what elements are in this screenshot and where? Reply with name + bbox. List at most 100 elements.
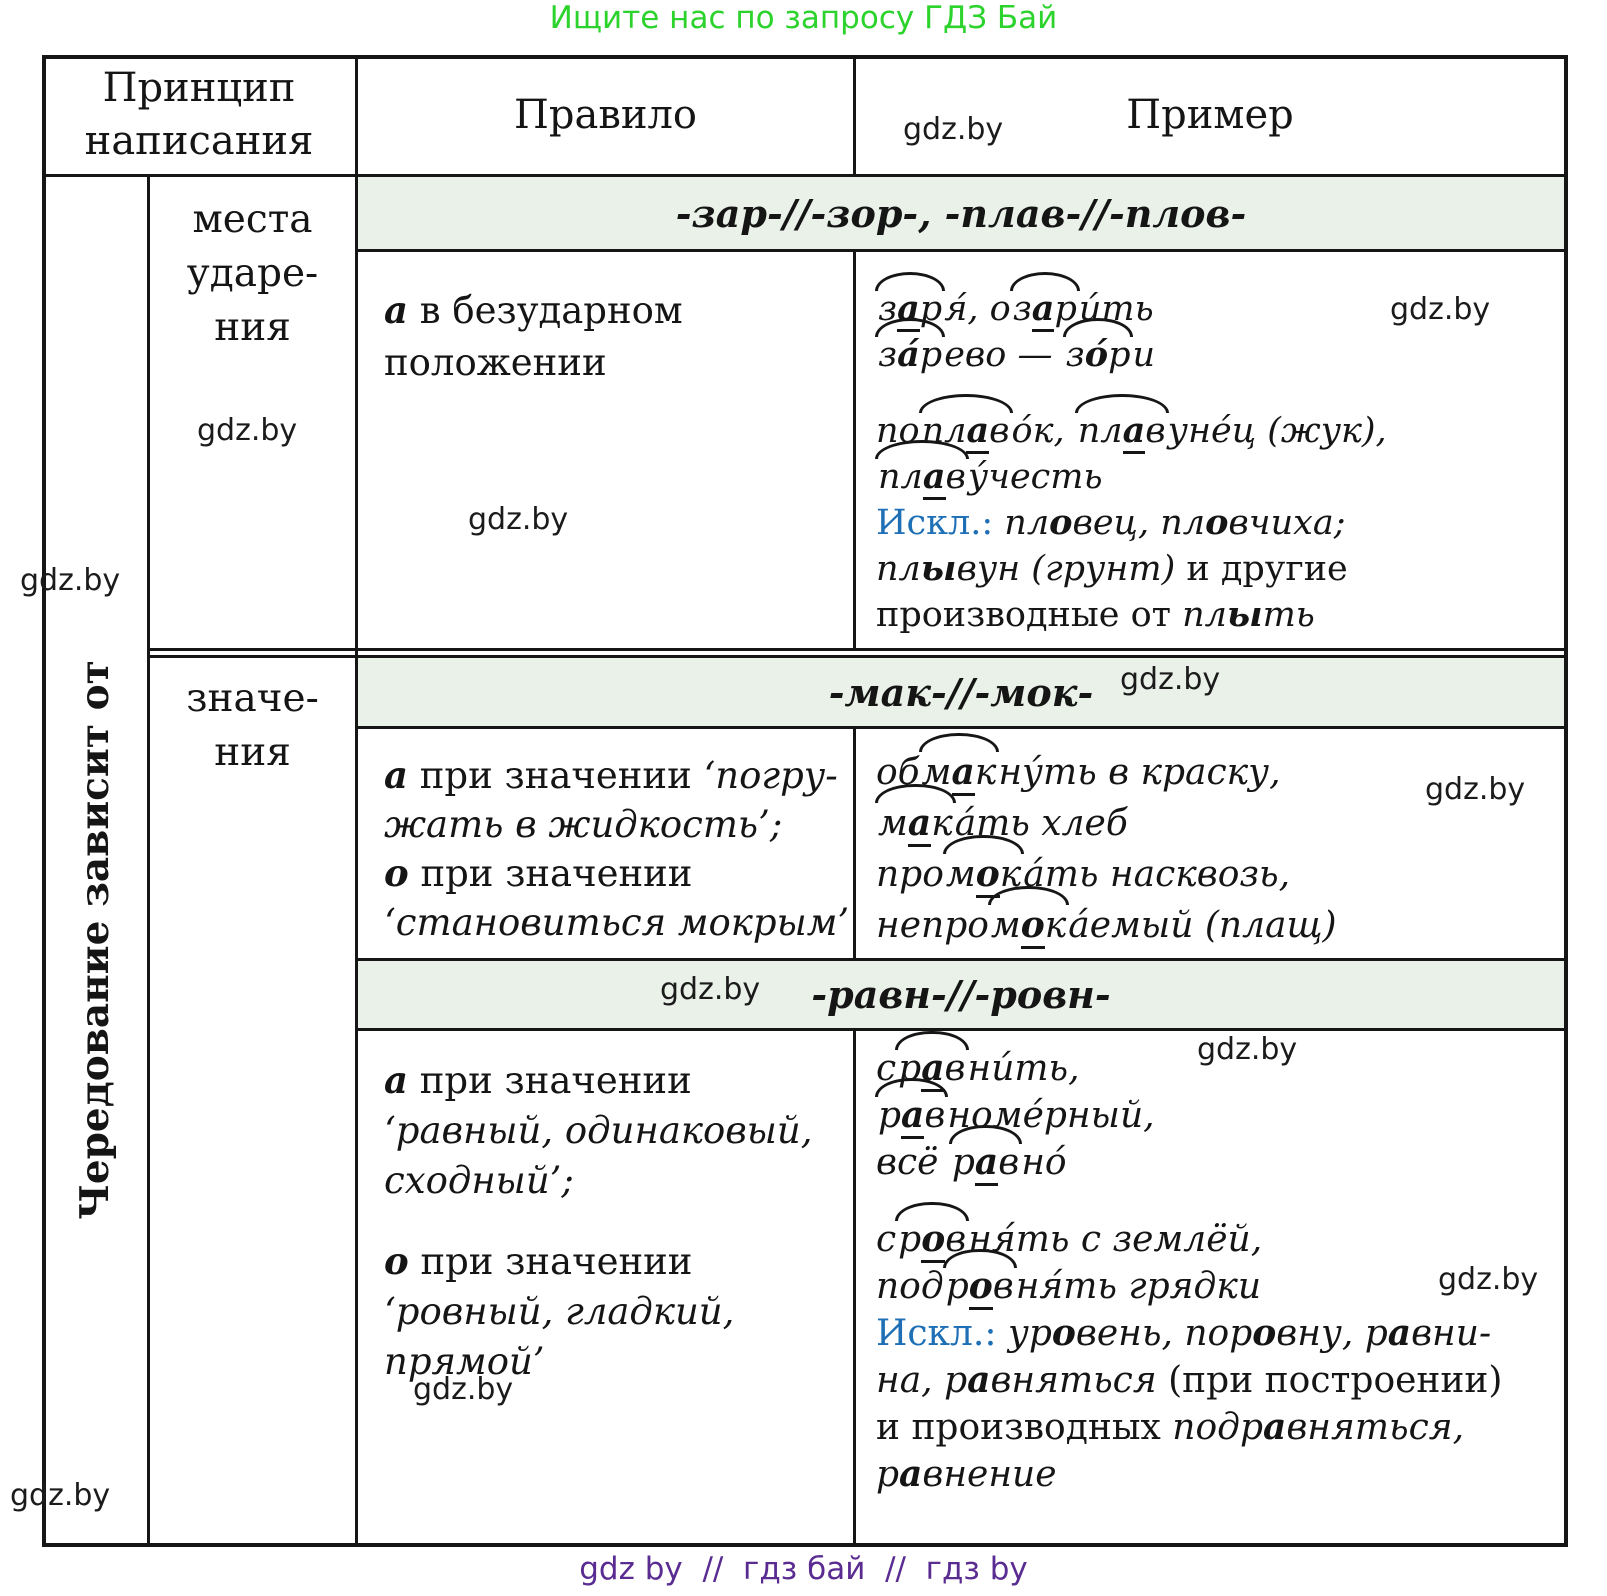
root-arc: мак <box>875 783 956 849</box>
root-arc: плав <box>1074 394 1169 454</box>
text-segment: внение <box>922 1454 1057 1495</box>
text-line: Искл.: пловец, пловчиха; <box>876 500 1582 546</box>
text-segment: а <box>974 1141 999 1186</box>
divider <box>853 55 856 174</box>
text-segment: ы <box>1226 594 1263 635</box>
example-cell-ravn-rovn: сравни́ть, равноме́рный, всё равно́ сровня́… <box>858 1030 1582 1557</box>
text-segment: но́ <box>1021 1142 1067 1183</box>
text-segment: а <box>921 1047 945 1092</box>
text-segment: р <box>1054 289 1077 329</box>
text-segment: пл <box>1077 411 1123 451</box>
header-principle: Принцип написания <box>46 59 352 171</box>
text-segment: подр <box>1172 1407 1264 1448</box>
text-segment: с <box>876 1048 897 1089</box>
root-arc: рав <box>948 1124 1023 1186</box>
text-line: ‘становиться мокрым’ <box>384 898 881 947</box>
root-arc: зар <box>1009 272 1081 332</box>
text-segment: сходный’; <box>384 1159 574 1202</box>
text-segment: при значении <box>407 754 704 797</box>
text-segment: вняться, <box>1286 1407 1465 1448</box>
text-line: ‘ровный, гладкий, <box>384 1287 881 1337</box>
text-segment: вни- <box>1411 1313 1492 1354</box>
text-segment: а́ть насквозь, <box>1023 854 1291 895</box>
text-line: сровня́ть с землёй, <box>876 1201 1582 1263</box>
text-segment: м <box>878 803 908 844</box>
text-segment: з <box>878 335 898 375</box>
text-segment: а <box>384 1058 408 1102</box>
rule-cell-mak-mok: а при значении ‘погру-жать в жидкость’; о… <box>358 729 881 980</box>
watermark-gdz: gdz.by <box>20 563 121 598</box>
root-arc: ров <box>942 1248 1017 1310</box>
watermark-gdz: gdz.by <box>1425 772 1526 807</box>
text-segment: и другие <box>1175 549 1348 589</box>
text-segment: о <box>921 1218 946 1263</box>
side-label-cell: Чередование зависит от <box>42 174 147 1543</box>
text-line: жать в жидкость’; <box>384 800 881 849</box>
text-segment: о <box>1051 1312 1076 1354</box>
watermark-gdz: gdz.by <box>660 972 761 1007</box>
text-segment: вняться <box>990 1360 1169 1401</box>
example-cell-zar-zor: заря́, озари́ть за́рево — зо́ри поплаво́к,… <box>858 252 1582 682</box>
text-segment: а <box>899 1453 923 1495</box>
text-segment: о <box>1049 502 1073 543</box>
text-segment: о <box>968 1265 993 1310</box>
text-segment: в <box>989 411 1010 451</box>
text-line: сходный’; <box>384 1156 881 1206</box>
text-segment: р <box>876 1454 900 1495</box>
divider <box>355 1028 1568 1031</box>
text-segment: ‘равный, одинаковый, <box>384 1109 813 1152</box>
text-segment: ‘ровный, гладкий, <box>384 1290 735 1333</box>
text-line: о при значении <box>384 1236 881 1287</box>
text-segment: з <box>878 289 898 329</box>
text-segment: ня́ть грядки <box>1015 1266 1262 1307</box>
divider <box>853 252 856 648</box>
watermark-gdz: gdz.by <box>413 1372 514 1407</box>
text-segment: к <box>999 854 1022 895</box>
text-segment: м <box>990 905 1021 946</box>
text-segment: о́к, <box>1011 411 1076 451</box>
text-line: равнение <box>876 1451 1582 1498</box>
text-segment: ‘погру- <box>703 754 838 797</box>
line-spacer <box>876 1186 1582 1216</box>
text-segment: а <box>384 753 408 797</box>
text-segment: в <box>945 457 966 497</box>
text-segment: ни́ть, <box>967 1048 1080 1089</box>
text-segment: р <box>945 1266 969 1307</box>
text-segment: в безударном <box>407 289 683 332</box>
text-segment: Искл.: <box>876 1313 997 1354</box>
text-segment: а <box>967 1359 991 1401</box>
text-segment: вень, пор <box>1075 1313 1253 1354</box>
text-segment: и производных <box>876 1407 1173 1448</box>
header-rule: Правило <box>358 59 853 171</box>
text-segment: к <box>1044 905 1067 946</box>
root-arc: мак <box>918 732 1000 798</box>
text-line: и производных подравняться, <box>876 1404 1582 1451</box>
watermark-gdz: gdz.by <box>1438 1262 1539 1297</box>
text-segment: с <box>876 1219 897 1260</box>
text-segment: а <box>951 751 975 796</box>
text-segment: про <box>876 854 944 895</box>
text-line: прямой’ <box>384 1337 881 1387</box>
root-arc: зо́р <box>1062 318 1134 378</box>
divider <box>147 655 1568 658</box>
root-arc: за́р <box>874 318 946 378</box>
text-segment: места <box>192 197 313 242</box>
text-segment: ния <box>214 305 291 350</box>
divider <box>355 958 1568 961</box>
text-segment: под <box>876 1266 944 1307</box>
text-segment: р <box>1108 335 1131 375</box>
text-segment: (при построении) <box>1168 1360 1503 1401</box>
text-segment: а́ <box>897 334 920 375</box>
text-segment: в <box>1145 411 1166 451</box>
factor-meaning-cell: значе-ния <box>150 658 355 972</box>
text-segment: в <box>924 1095 946 1136</box>
text-segment: значе- <box>186 676 319 721</box>
text-segment: а́емый (плащ) <box>1068 905 1337 946</box>
root-arc: ров <box>895 1201 970 1263</box>
text-line: промока́ть насквозь, <box>876 834 1582 900</box>
text-segment: на, р <box>876 1360 968 1401</box>
root-band-2 <box>358 658 1564 726</box>
text-segment: ево — <box>944 335 1064 375</box>
text-line: а при значении <box>384 1055 881 1106</box>
text-segment: непро <box>876 905 989 946</box>
